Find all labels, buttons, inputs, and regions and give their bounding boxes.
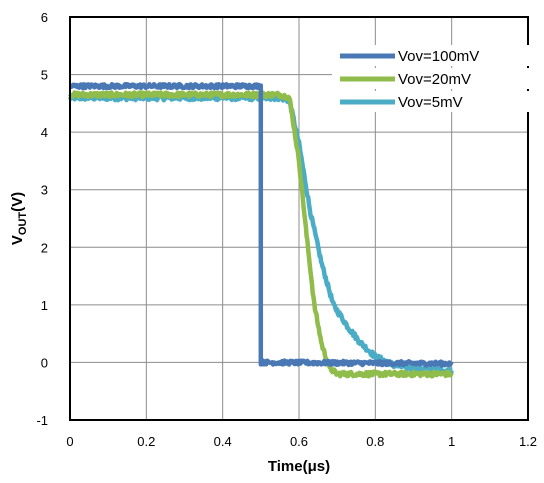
x-tick-label: 0.4: [214, 434, 232, 449]
y-tick-label: 0: [41, 355, 48, 370]
y-tick-label: -1: [36, 413, 48, 428]
legend-label: Vov=20mV: [398, 71, 471, 88]
y-axis-title-main: V: [9, 235, 26, 245]
y-axis-title: VOUT(V): [9, 192, 29, 245]
x-tick-label: 0: [66, 434, 73, 449]
x-tick-label: 0.6: [290, 434, 308, 449]
legend-background: [332, 45, 537, 66]
x-axis-title: Time(μs): [268, 458, 330, 475]
y-tick-label: 4: [41, 125, 48, 140]
y-tick-label: 6: [41, 10, 48, 25]
x-tick-label: 0.2: [137, 434, 155, 449]
plot-frame: [69, 16, 529, 421]
y-tick-labels: -1 0 1 2 3 4 5 6: [36, 10, 48, 428]
legend-label: Vov=5mV: [398, 94, 463, 111]
y-axis-title-subscript: OUT: [17, 212, 29, 236]
x-tick-label: 1: [448, 434, 455, 449]
series-lines: [67, 81, 454, 379]
y-tick-label: 1: [41, 298, 48, 313]
y-tick-label: 5: [41, 68, 48, 83]
x-tick-label: 0.8: [366, 434, 384, 449]
y-axis-title-suffix: (V): [9, 192, 26, 212]
legend-background: [332, 68, 537, 89]
legend: Vov=100mV Vov=20mV Vov=5mV: [332, 45, 537, 112]
y-tick-label: 3: [41, 183, 48, 198]
y-tick-label: 2: [41, 240, 48, 255]
legend-label: Vov=100mV: [398, 48, 479, 65]
legend-background: [332, 91, 537, 112]
series-line-1: [68, 81, 454, 368]
x-tick-label: 1.2: [519, 434, 537, 449]
x-tick-labels: 0 0.2 0.4 0.6 0.8 1 1.2: [66, 434, 537, 449]
